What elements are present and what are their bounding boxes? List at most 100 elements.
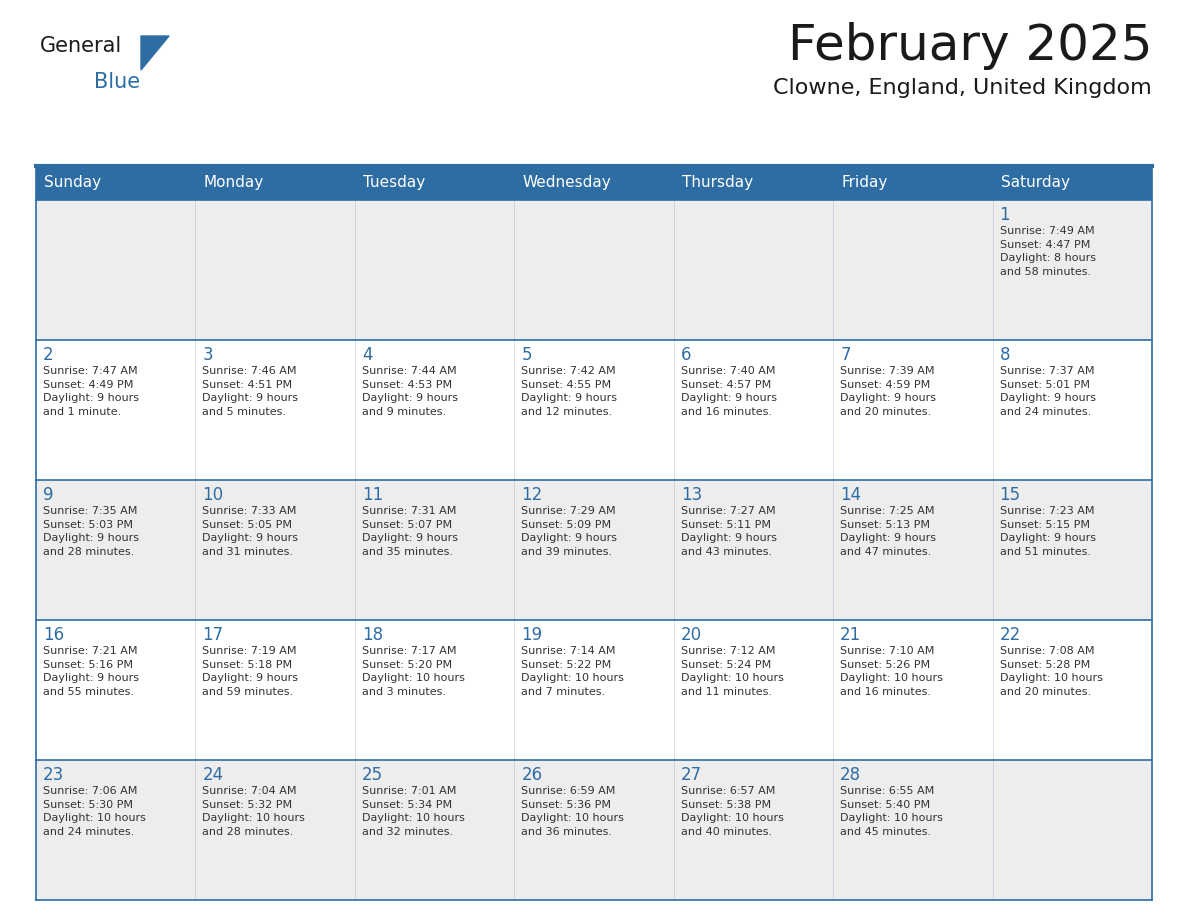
Text: Sunrise: 7:01 AM
Sunset: 5:34 PM
Daylight: 10 hours
and 32 minutes.: Sunrise: 7:01 AM Sunset: 5:34 PM Dayligh…	[362, 786, 465, 837]
Text: 2: 2	[43, 346, 53, 364]
Text: Sunrise: 7:25 AM
Sunset: 5:13 PM
Daylight: 9 hours
and 47 minutes.: Sunrise: 7:25 AM Sunset: 5:13 PM Dayligh…	[840, 506, 936, 557]
Bar	[36, 340, 196, 480]
Bar	[992, 480, 1152, 620]
Text: 13: 13	[681, 486, 702, 504]
Text: 12: 12	[522, 486, 543, 504]
Polygon shape	[141, 36, 169, 70]
Text: 9: 9	[43, 486, 53, 504]
Bar	[355, 166, 514, 200]
Bar	[833, 166, 992, 200]
Text: 6: 6	[681, 346, 691, 364]
Text: Clowne, England, United Kingdom: Clowne, England, United Kingdom	[773, 78, 1152, 98]
Bar	[674, 200, 833, 340]
Text: Saturday: Saturday	[1000, 175, 1069, 191]
Bar	[674, 620, 833, 760]
Text: Sunrise: 6:55 AM
Sunset: 5:40 PM
Daylight: 10 hours
and 45 minutes.: Sunrise: 6:55 AM Sunset: 5:40 PM Dayligh…	[840, 786, 943, 837]
Bar	[36, 620, 196, 760]
Text: Sunrise: 7:08 AM
Sunset: 5:28 PM
Daylight: 10 hours
and 20 minutes.: Sunrise: 7:08 AM Sunset: 5:28 PM Dayligh…	[999, 646, 1102, 697]
Text: Friday: Friday	[841, 175, 887, 191]
Text: Sunrise: 7:44 AM
Sunset: 4:53 PM
Daylight: 9 hours
and 9 minutes.: Sunrise: 7:44 AM Sunset: 4:53 PM Dayligh…	[362, 366, 457, 417]
Bar	[674, 166, 833, 200]
Bar	[36, 480, 196, 620]
Text: 18: 18	[362, 626, 383, 644]
Text: 20: 20	[681, 626, 702, 644]
Text: 8: 8	[999, 346, 1010, 364]
Bar	[833, 760, 992, 900]
Text: 5: 5	[522, 346, 532, 364]
Bar	[833, 200, 992, 340]
Bar	[196, 620, 355, 760]
Text: 14: 14	[840, 486, 861, 504]
Text: Sunrise: 6:57 AM
Sunset: 5:38 PM
Daylight: 10 hours
and 40 minutes.: Sunrise: 6:57 AM Sunset: 5:38 PM Dayligh…	[681, 786, 784, 837]
Bar	[355, 760, 514, 900]
Text: Sunrise: 7:49 AM
Sunset: 4:47 PM
Daylight: 8 hours
and 58 minutes.: Sunrise: 7:49 AM Sunset: 4:47 PM Dayligh…	[999, 226, 1095, 277]
Text: 4: 4	[362, 346, 372, 364]
Text: Sunrise: 7:14 AM
Sunset: 5:22 PM
Daylight: 10 hours
and 7 minutes.: Sunrise: 7:14 AM Sunset: 5:22 PM Dayligh…	[522, 646, 624, 697]
Bar	[355, 480, 514, 620]
Text: 16: 16	[43, 626, 64, 644]
Bar	[674, 340, 833, 480]
Text: 22: 22	[999, 626, 1020, 644]
Text: Sunrise: 7:42 AM
Sunset: 4:55 PM
Daylight: 9 hours
and 12 minutes.: Sunrise: 7:42 AM Sunset: 4:55 PM Dayligh…	[522, 366, 618, 417]
Text: Sunrise: 7:29 AM
Sunset: 5:09 PM
Daylight: 9 hours
and 39 minutes.: Sunrise: 7:29 AM Sunset: 5:09 PM Dayligh…	[522, 506, 618, 557]
Bar	[196, 340, 355, 480]
Text: 15: 15	[999, 486, 1020, 504]
Bar	[992, 760, 1152, 900]
Text: 1: 1	[999, 206, 1010, 224]
Text: 21: 21	[840, 626, 861, 644]
Text: Sunrise: 7:35 AM
Sunset: 5:03 PM
Daylight: 9 hours
and 28 minutes.: Sunrise: 7:35 AM Sunset: 5:03 PM Dayligh…	[43, 506, 139, 557]
Bar	[196, 200, 355, 340]
Bar	[196, 166, 355, 200]
Text: Wednesday: Wednesday	[523, 175, 611, 191]
Text: Sunrise: 7:40 AM
Sunset: 4:57 PM
Daylight: 9 hours
and 16 minutes.: Sunrise: 7:40 AM Sunset: 4:57 PM Dayligh…	[681, 366, 777, 417]
Bar	[992, 620, 1152, 760]
Bar	[833, 480, 992, 620]
Bar	[992, 166, 1152, 200]
Bar	[355, 200, 514, 340]
Text: Sunrise: 7:46 AM
Sunset: 4:51 PM
Daylight: 9 hours
and 5 minutes.: Sunrise: 7:46 AM Sunset: 4:51 PM Dayligh…	[202, 366, 298, 417]
Text: Sunrise: 7:33 AM
Sunset: 5:05 PM
Daylight: 9 hours
and 31 minutes.: Sunrise: 7:33 AM Sunset: 5:05 PM Dayligh…	[202, 506, 298, 557]
Bar	[674, 480, 833, 620]
Bar	[355, 340, 514, 480]
Text: 27: 27	[681, 766, 702, 784]
Text: Blue: Blue	[94, 72, 140, 92]
Bar	[514, 200, 674, 340]
Bar	[36, 200, 196, 340]
Text: Sunrise: 7:21 AM
Sunset: 5:16 PM
Daylight: 9 hours
and 55 minutes.: Sunrise: 7:21 AM Sunset: 5:16 PM Dayligh…	[43, 646, 139, 697]
Bar	[514, 166, 674, 200]
Bar	[514, 760, 674, 900]
Text: General: General	[40, 36, 122, 56]
Text: Sunday: Sunday	[44, 175, 101, 191]
Text: 11: 11	[362, 486, 383, 504]
Bar	[355, 620, 514, 760]
Text: Sunrise: 7:23 AM
Sunset: 5:15 PM
Daylight: 9 hours
and 51 minutes.: Sunrise: 7:23 AM Sunset: 5:15 PM Dayligh…	[999, 506, 1095, 557]
Bar	[992, 200, 1152, 340]
Text: Sunrise: 7:47 AM
Sunset: 4:49 PM
Daylight: 9 hours
and 1 minute.: Sunrise: 7:47 AM Sunset: 4:49 PM Dayligh…	[43, 366, 139, 417]
Text: 23: 23	[43, 766, 64, 784]
Text: Sunrise: 7:27 AM
Sunset: 5:11 PM
Daylight: 9 hours
and 43 minutes.: Sunrise: 7:27 AM Sunset: 5:11 PM Dayligh…	[681, 506, 777, 557]
Text: Sunrise: 7:19 AM
Sunset: 5:18 PM
Daylight: 9 hours
and 59 minutes.: Sunrise: 7:19 AM Sunset: 5:18 PM Dayligh…	[202, 646, 298, 697]
Bar	[992, 340, 1152, 480]
Text: 17: 17	[202, 626, 223, 644]
Text: Sunrise: 7:31 AM
Sunset: 5:07 PM
Daylight: 9 hours
and 35 minutes.: Sunrise: 7:31 AM Sunset: 5:07 PM Dayligh…	[362, 506, 457, 557]
Bar	[833, 340, 992, 480]
Bar	[833, 620, 992, 760]
Text: 26: 26	[522, 766, 543, 784]
Text: February 2025: February 2025	[788, 22, 1152, 70]
Text: 19: 19	[522, 626, 543, 644]
Text: 7: 7	[840, 346, 851, 364]
Text: 25: 25	[362, 766, 383, 784]
Text: Sunrise: 7:06 AM
Sunset: 5:30 PM
Daylight: 10 hours
and 24 minutes.: Sunrise: 7:06 AM Sunset: 5:30 PM Dayligh…	[43, 786, 146, 837]
Bar	[36, 760, 196, 900]
Text: Sunrise: 6:59 AM
Sunset: 5:36 PM
Daylight: 10 hours
and 36 minutes.: Sunrise: 6:59 AM Sunset: 5:36 PM Dayligh…	[522, 786, 624, 837]
Text: Monday: Monday	[203, 175, 264, 191]
Text: Sunrise: 7:37 AM
Sunset: 5:01 PM
Daylight: 9 hours
and 24 minutes.: Sunrise: 7:37 AM Sunset: 5:01 PM Dayligh…	[999, 366, 1095, 417]
Text: Sunrise: 7:39 AM
Sunset: 4:59 PM
Daylight: 9 hours
and 20 minutes.: Sunrise: 7:39 AM Sunset: 4:59 PM Dayligh…	[840, 366, 936, 417]
Text: Sunrise: 7:04 AM
Sunset: 5:32 PM
Daylight: 10 hours
and 28 minutes.: Sunrise: 7:04 AM Sunset: 5:32 PM Dayligh…	[202, 786, 305, 837]
Text: Sunrise: 7:12 AM
Sunset: 5:24 PM
Daylight: 10 hours
and 11 minutes.: Sunrise: 7:12 AM Sunset: 5:24 PM Dayligh…	[681, 646, 784, 697]
Bar	[514, 340, 674, 480]
Text: 10: 10	[202, 486, 223, 504]
Text: Sunrise: 7:17 AM
Sunset: 5:20 PM
Daylight: 10 hours
and 3 minutes.: Sunrise: 7:17 AM Sunset: 5:20 PM Dayligh…	[362, 646, 465, 697]
Text: 24: 24	[202, 766, 223, 784]
Text: Tuesday: Tuesday	[362, 175, 425, 191]
